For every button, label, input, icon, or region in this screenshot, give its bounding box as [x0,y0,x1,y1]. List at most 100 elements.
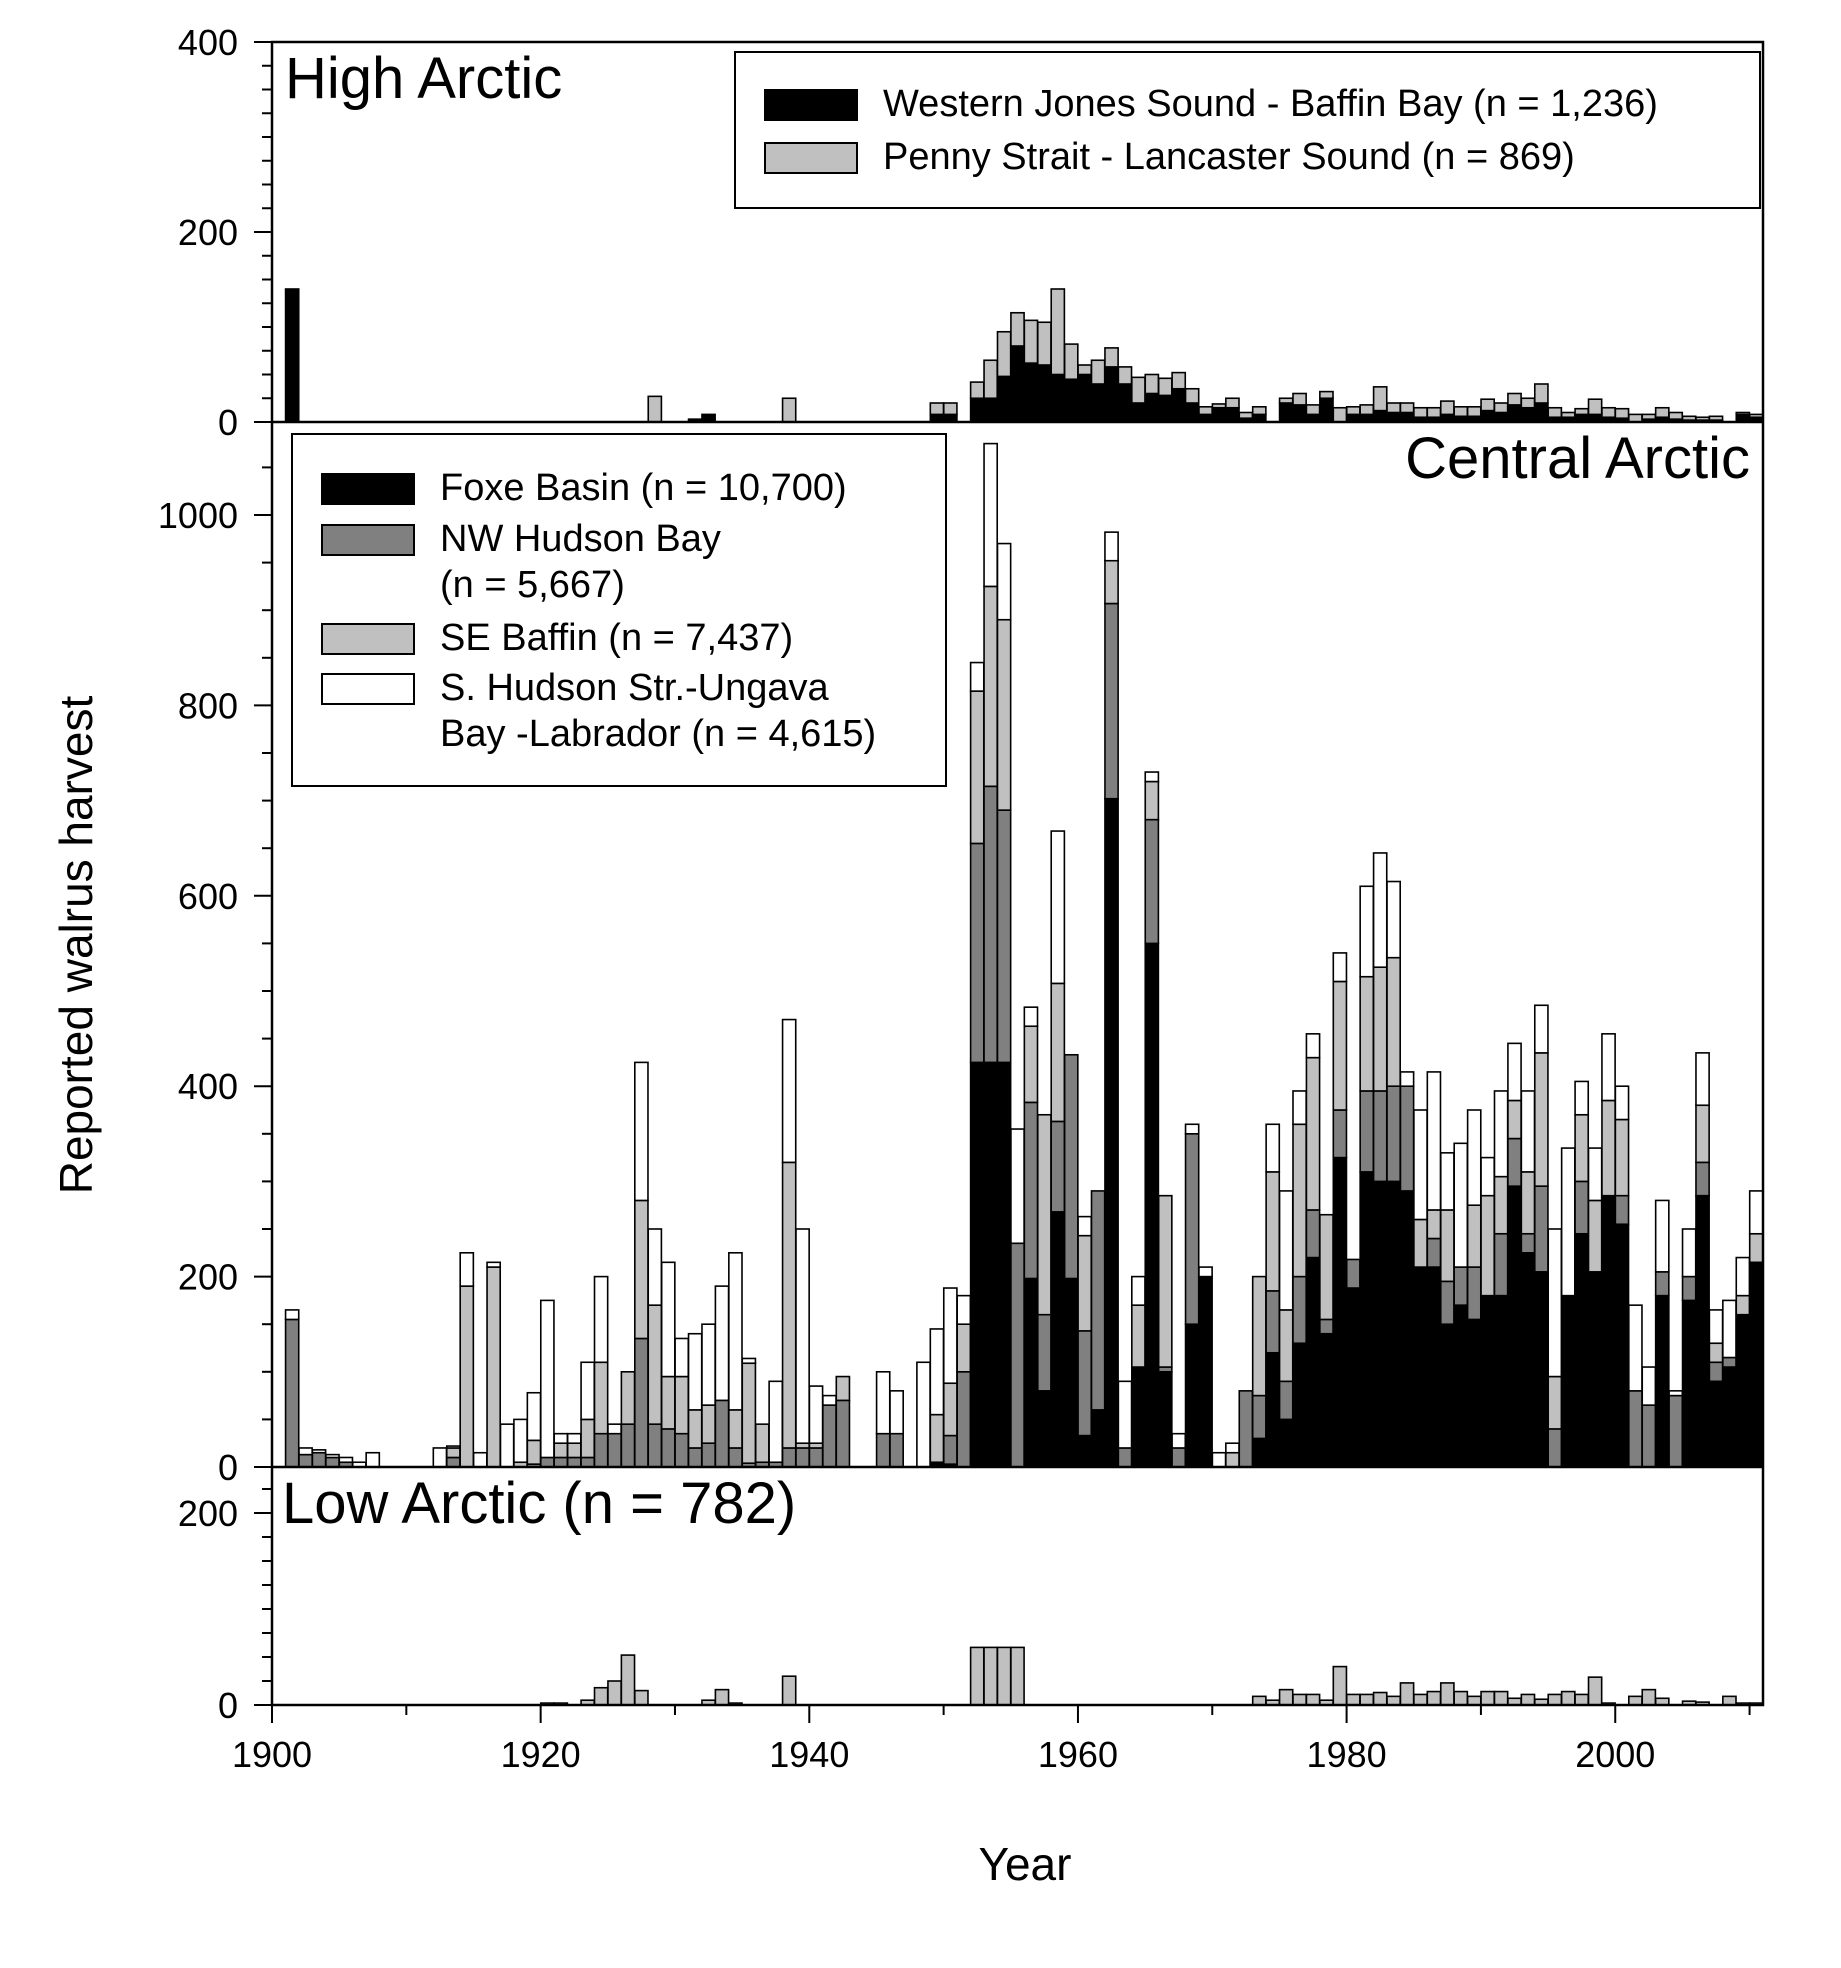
bar-low-2002-s0 [1641,1688,1657,1706]
bar-central-1959-s1 [1063,1053,1079,1280]
bar-central-1974-s3 [1265,1123,1281,1173]
bar-central-1986-s0 [1426,1266,1442,1468]
bar-high-1999-s1 [1601,406,1616,419]
bar-high-1957-s1 [1036,321,1052,366]
bar-central-2008-s3 [1722,1299,1737,1359]
bar-central-1989-s2 [1466,1204,1482,1268]
bar-central-1997-s3 [1574,1080,1590,1116]
bar-central-1986-s2 [1426,1209,1442,1240]
bar-central-2004-s3 [1668,1390,1684,1397]
bar-central-1928-s2 [647,1304,663,1425]
bar-central-1932-s1 [701,1442,716,1468]
bar-central-1952-s0 [969,1061,985,1468]
bar-high-1992-s0 [1507,404,1522,423]
bar-central-1939-s3 [795,1228,810,1444]
bar-central-1957-s1 [1036,1313,1052,1392]
bar-central-2005-s1 [1681,1275,1697,1302]
bar-central-1923-s1 [580,1456,596,1468]
bar-central-1914-s2 [459,1285,475,1468]
bar-central-1902-s3 [298,1447,313,1456]
x-tick-label-1900: 1900 [232,1734,312,1775]
bar-central-1922-s3 [566,1432,582,1445]
bar-central-1938-s3 [781,1018,797,1164]
bar-central-1977-s3 [1305,1033,1321,1059]
bar-central-2005-s3 [1681,1228,1697,1278]
bar-central-1901-s1 [284,1318,300,1468]
bar-high-1928-s1 [647,395,663,423]
bar-central-1955-s3 [1010,1128,1025,1245]
bar-high-1966-s1 [1157,377,1173,397]
y-tick-label-high-0: 0 [218,402,238,443]
bar-high-1978-s0 [1319,397,1334,423]
bar-high-1952-s1 [969,381,985,400]
bar-central-1987-s1 [1439,1280,1455,1325]
bar-central-1921-s2 [553,1442,569,1459]
bar-central-1991-s0 [1493,1294,1509,1468]
bar-central-1931-s2 [687,1409,703,1449]
bar-low-1998-s0 [1587,1676,1603,1706]
bar-high-1952-s0 [969,397,985,423]
bar-central-1945-s3 [875,1371,891,1435]
bar-central-2007-s0 [1708,1380,1724,1468]
bar-low-1924-s0 [593,1686,609,1706]
bar-high-1973-s1 [1251,405,1267,416]
bar-central-1991-s1 [1493,1232,1509,1297]
bar-central-1964-s2 [1131,1304,1146,1368]
bar-central-1962-s1 [1104,602,1119,800]
bar-central-1999-s3 [1601,1033,1616,1102]
bar-high-2003-s1 [1654,406,1670,419]
bar-central-1973-s1 [1251,1394,1267,1440]
bar-high-1991-s0 [1493,411,1509,423]
bar-central-1974-s2 [1265,1171,1281,1292]
bar-central-1988-s1 [1453,1266,1469,1306]
legend-swatch-0 [764,89,858,121]
bar-low-1926-s0 [620,1654,636,1706]
bar-high-1956-s1 [1023,319,1039,364]
bar-high-1998-s1 [1587,398,1603,416]
bar-central-1967-s3 [1171,1432,1187,1449]
bar-central-1923-s2 [580,1418,596,1459]
bar-central-1935-s3 [741,1357,757,1365]
bar-central-1952-s3 [969,661,985,692]
bar-low-1997-s0 [1574,1693,1590,1706]
bar-high-1964-s0 [1131,402,1146,423]
bar-central-1972-s1 [1238,1390,1254,1468]
bar-central-1929-s3 [660,1261,676,1378]
bar-central-1997-s0 [1574,1232,1590,1468]
bar-central-1995-s2 [1547,1375,1563,1430]
bar-central-1954-s0 [996,1061,1012,1468]
bar-central-2007-s3 [1708,1309,1724,1345]
bar-central-1976-s2 [1292,1123,1307,1278]
bar-central-2000-s3 [1614,1085,1630,1121]
bar-central-1958-s1 [1050,1120,1066,1213]
bar-low-1993-s0 [1520,1693,1536,1706]
bar-high-1975-s1 [1278,397,1294,404]
bar-central-1992-s1 [1507,1137,1522,1187]
bar-central-1975-s1 [1278,1380,1294,1421]
bar-central-1922-s1 [566,1456,582,1468]
bar-low-1954-s0 [996,1646,1012,1706]
bar-high-1977-s1 [1305,404,1321,416]
bar-high-1991-s1 [1493,402,1509,414]
bar-central-1933-s3 [714,1285,730,1402]
bar-central-2007-s2 [1708,1342,1724,1364]
bar-low-1984-s0 [1399,1682,1415,1706]
bar-central-1926-s2 [620,1371,636,1425]
bar-high-1958-s0 [1050,373,1066,423]
bar-central-1994-s1 [1533,1185,1549,1273]
bar-central-1951-s1 [956,1371,972,1468]
bar-central-1953-s0 [983,1061,999,1468]
bar-central-1985-s0 [1413,1266,1428,1468]
bar-central-1994-s0 [1533,1271,1549,1468]
bar-central-1991-s2 [1493,1175,1509,1235]
x-tick-label-1960: 1960 [1038,1734,1118,1775]
bar-central-1963-s3 [1117,1380,1133,1449]
bar-low-1982-s0 [1372,1691,1388,1706]
bar-central-1956-s2 [1023,1025,1039,1104]
bar-high-1993-s1 [1520,397,1536,409]
bar-central-1985-s2 [1413,1218,1428,1268]
bar-central-1960-s1 [1077,1330,1093,1437]
bar-central-2008-s0 [1722,1366,1737,1468]
bar-central-1951-s2 [956,1323,972,1373]
bar-high-1960-s0 [1077,373,1093,423]
